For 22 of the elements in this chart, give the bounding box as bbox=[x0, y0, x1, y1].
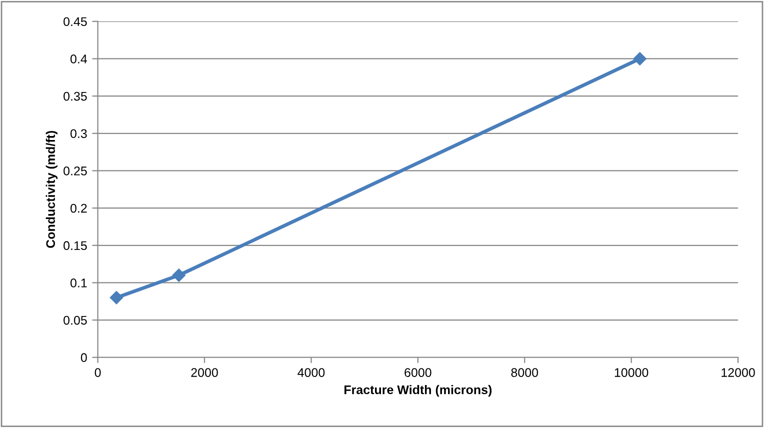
y-tick-label: 0.05 bbox=[64, 316, 87, 325]
y-tick-label: 0.15 bbox=[64, 241, 87, 250]
x-tick-label: 4000 bbox=[298, 368, 325, 377]
x-tick-label: 8000 bbox=[511, 368, 538, 377]
y-tick-label: 0.4 bbox=[70, 54, 88, 64]
x-tick-label: 2000 bbox=[191, 368, 218, 377]
x-tick-label: 6000 bbox=[404, 368, 432, 377]
point bbox=[110, 291, 124, 304]
y-tick-label: 0.45 bbox=[64, 17, 87, 26]
x-axis-title: Fracture Width (microns) bbox=[344, 385, 492, 397]
x-tick-label: 12000 bbox=[722, 368, 755, 377]
point bbox=[172, 268, 186, 282]
y-tick-label: 0.25 bbox=[64, 166, 87, 176]
y-tick-label: 0.1 bbox=[70, 278, 87, 288]
y-tick-label: 0 bbox=[80, 353, 87, 362]
y-tick-label: 0.3 bbox=[70, 129, 87, 138]
y-axis-title: Conductivity (md/ft) bbox=[46, 130, 58, 248]
x-tick-label: 0 bbox=[94, 368, 101, 377]
y-tick-label: 0.35 bbox=[64, 92, 87, 101]
point bbox=[633, 52, 646, 66]
x-tick-label: 10000 bbox=[614, 368, 648, 377]
y-tick-label: 0.2 bbox=[70, 204, 87, 213]
